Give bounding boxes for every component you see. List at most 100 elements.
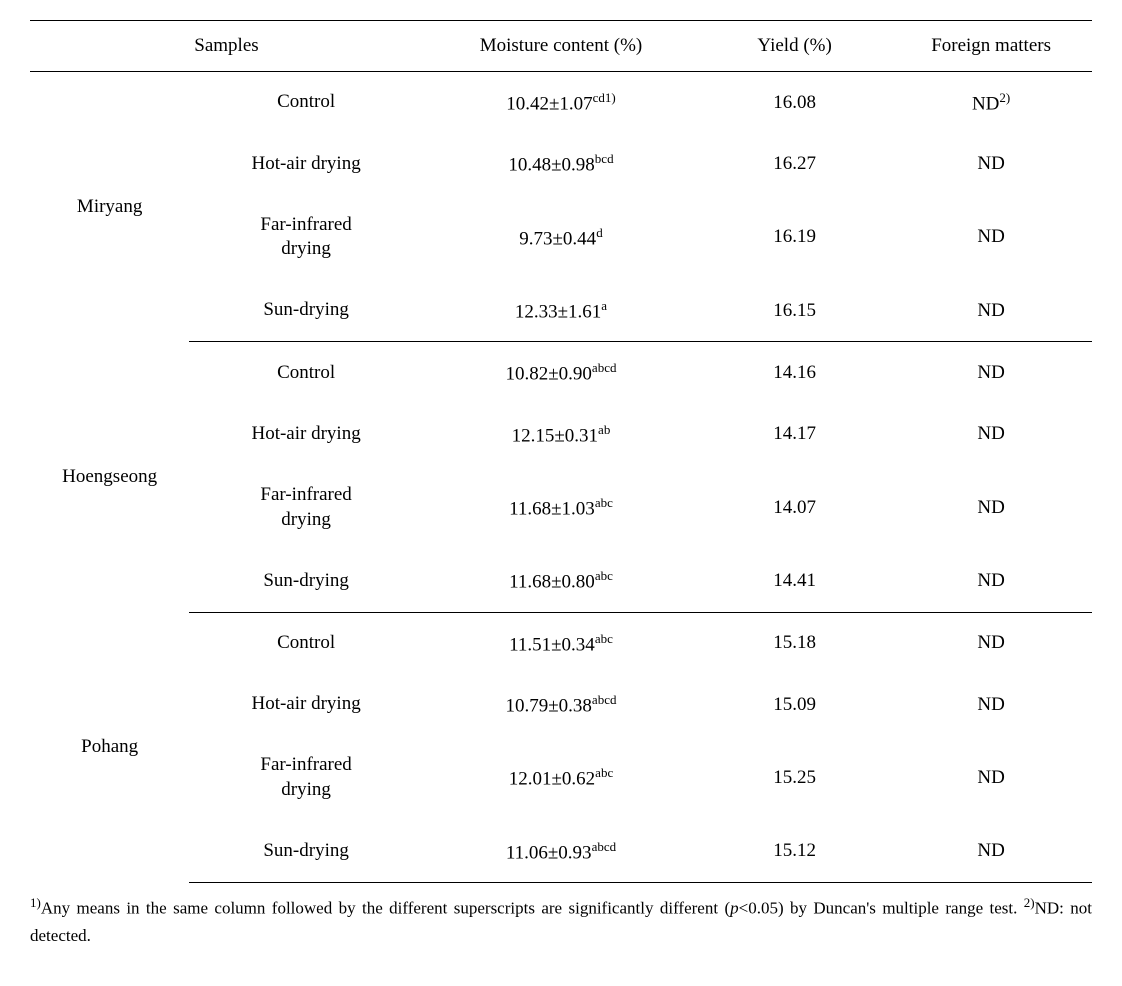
moisture-value: 11.68±0.80: [509, 572, 595, 593]
method-cell: Hot-air drying: [189, 133, 423, 194]
foreign-value: ND: [977, 632, 1004, 653]
method-text: Far-infrared: [260, 754, 351, 775]
col-header-yield: Yield (%): [699, 21, 890, 72]
yield-cell: 14.41: [699, 550, 890, 612]
yield-cell: 16.08: [699, 72, 890, 134]
moisture-cell: 12.01±0.62abc: [423, 735, 699, 820]
method-text: Control: [277, 632, 335, 653]
moisture-cell: 11.68±1.03abc: [423, 465, 699, 550]
moisture-value: 12.33±1.61: [515, 301, 601, 322]
moisture-cell: 11.68±0.80abc: [423, 550, 699, 612]
foreign-value: ND: [977, 570, 1004, 591]
moisture-value: 12.15±0.31: [512, 425, 598, 446]
moisture-superscript: a: [601, 298, 607, 313]
yield-cell: 15.09: [699, 674, 890, 735]
foreign-cell: ND: [890, 465, 1092, 550]
foreign-cell: ND: [890, 550, 1092, 612]
method-text: Far-infrared: [260, 214, 351, 235]
foreign-cell: ND: [890, 821, 1092, 883]
method-text: Control: [277, 362, 335, 383]
yield-cell: 14.17: [699, 404, 890, 465]
yield-cell: 16.27: [699, 133, 890, 194]
yield-cell: 16.19: [699, 195, 890, 280]
method-text: Control: [277, 91, 335, 112]
foreign-cell: ND: [890, 195, 1092, 280]
foreign-cell: ND: [890, 674, 1092, 735]
moisture-cell: 11.06±0.93abcd: [423, 821, 699, 883]
table-body: MiryangControl10.42±1.07cd1)16.08ND2)Hot…: [30, 72, 1092, 883]
sample-group-cell: Miryang: [30, 72, 189, 342]
method-cell: Control: [189, 342, 423, 404]
foreign-value: ND: [977, 694, 1004, 715]
moisture-superscript: cd1): [593, 90, 616, 105]
moisture-value: 10.42±1.07: [506, 93, 592, 114]
moisture-superscript: d: [596, 225, 603, 240]
foreign-value: ND: [977, 840, 1004, 861]
method-cell: Far-infrared drying: [189, 735, 423, 820]
method-text: drying: [281, 238, 331, 259]
moisture-value: 11.68±1.03: [509, 498, 595, 519]
foreign-cell: ND2): [890, 72, 1092, 134]
moisture-superscript: abc: [595, 568, 613, 583]
foreign-value: ND: [977, 423, 1004, 444]
table-row: PohangControl11.51±0.34abc15.18ND: [30, 612, 1092, 674]
moisture-superscript: ab: [598, 422, 610, 437]
foreign-cell: ND: [890, 342, 1092, 404]
foreign-value: ND: [977, 767, 1004, 788]
table-row: Sun-drying11.68±0.80abc14.41ND: [30, 550, 1092, 612]
moisture-superscript: abc: [595, 631, 613, 646]
table-row: Sun-drying12.33±1.61a16.15ND: [30, 280, 1092, 342]
yield-cell: 14.07: [699, 465, 890, 550]
table-row: Hot-air drying10.79±0.38abcd15.09 ND: [30, 674, 1092, 735]
data-table: Samples Moisture content (%) Yield (%) F…: [30, 20, 1092, 883]
sample-group-cell: Pohang: [30, 612, 189, 882]
moisture-superscript: abc: [595, 495, 613, 510]
table-row: Hot-air drying12.15±0.31ab14.17ND: [30, 404, 1092, 465]
method-text: Hot-air drying: [251, 153, 360, 174]
moisture-cell: 10.42±1.07cd1): [423, 72, 699, 134]
method-cell: Hot-air drying: [189, 674, 423, 735]
foreign-cell: ND: [890, 404, 1092, 465]
table-row: Far-infrareddrying11.68±1.03abc14.07ND: [30, 465, 1092, 550]
footnote-1-marker: 1): [30, 895, 41, 910]
foreign-value: ND: [977, 497, 1004, 518]
table-header-row: Samples Moisture content (%) Yield (%) F…: [30, 21, 1092, 72]
method-text: Hot-air drying: [251, 423, 360, 444]
moisture-cell: 10.79±0.38abcd: [423, 674, 699, 735]
foreign-cell: ND: [890, 612, 1092, 674]
footnote-1-text-a: Any means in the same column followed by…: [41, 899, 730, 918]
moisture-superscript: abc: [595, 765, 613, 780]
foreign-cell: ND: [890, 133, 1092, 194]
foreign-value: ND: [977, 153, 1004, 174]
method-cell: Sun-drying: [189, 821, 423, 883]
footnote-2-marker: 2): [1024, 895, 1035, 910]
method-cell: Hot-air drying: [189, 404, 423, 465]
moisture-superscript: abcd: [592, 360, 617, 375]
moisture-cell: 12.15±0.31ab: [423, 404, 699, 465]
method-text: drying: [281, 779, 331, 800]
foreign-cell: ND: [890, 735, 1092, 820]
method-cell: Far-infrareddrying: [189, 465, 423, 550]
footnote-1-p: p: [730, 899, 739, 918]
moisture-value: 11.51±0.34: [509, 634, 595, 655]
yield-cell: 16.15: [699, 280, 890, 342]
table-row: Sun-drying11.06±0.93abcd15.12 ND: [30, 821, 1092, 883]
moisture-cell: 11.51±0.34abc: [423, 612, 699, 674]
foreign-cell: ND: [890, 280, 1092, 342]
moisture-value: 10.48±0.98: [508, 155, 594, 176]
foreign-value: ND: [977, 300, 1004, 321]
footnote-1-text-b: <0.05) by Duncan's multiple range test.: [739, 899, 1024, 918]
yield-cell: 15.12: [699, 821, 890, 883]
method-cell: Sun-drying: [189, 280, 423, 342]
moisture-value: 10.82±0.90: [505, 364, 591, 385]
foreign-value: ND: [972, 93, 999, 114]
method-text: Sun-drying: [263, 570, 349, 591]
footnote: 1)Any means in the same column followed …: [30, 893, 1092, 949]
foreign-superscript: 2): [999, 90, 1010, 105]
method-cell: Control: [189, 72, 423, 134]
moisture-value: 12.01±0.62: [509, 769, 595, 790]
table-row: MiryangControl10.42±1.07cd1)16.08ND2): [30, 72, 1092, 134]
moisture-cell: 12.33±1.61a: [423, 280, 699, 342]
yield-cell: 15.18: [699, 612, 890, 674]
table-row: Far-infrareddrying9.73±0.44d16.19ND: [30, 195, 1092, 280]
